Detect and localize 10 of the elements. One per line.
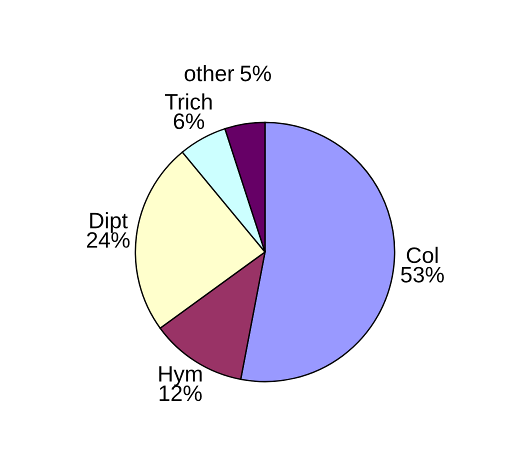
slice-label: Dipt: [90, 212, 128, 233]
data-label: 12%: [160, 385, 202, 402]
data-label: 53%: [401, 266, 444, 283]
slice-label: other: [184, 64, 234, 82]
slice-label: Hym: [159, 366, 202, 386]
slice-label: Col: [406, 246, 438, 264]
data-label: 24%: [87, 232, 130, 248]
slice-label: Trich: [165, 93, 212, 110]
data-label: 6%: [174, 113, 204, 130]
data-label: 5%: [240, 66, 271, 82]
